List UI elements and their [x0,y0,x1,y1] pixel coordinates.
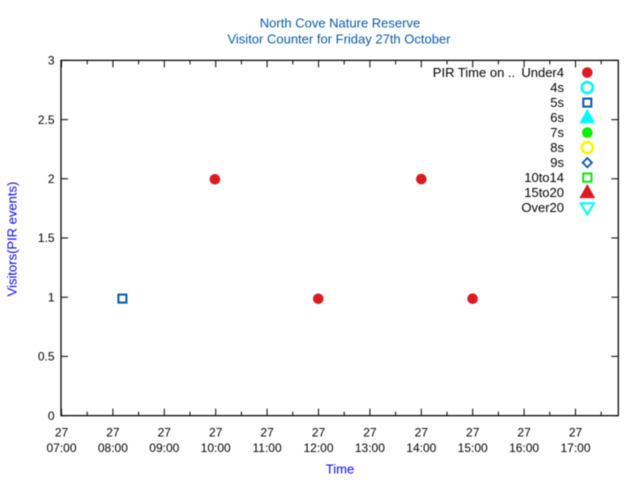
svg-text:27: 27 [260,426,274,440]
svg-text:6s: 6s [550,110,564,125]
svg-text:4s: 4s [550,80,564,95]
svg-text:15:00: 15:00 [458,441,488,455]
svg-text:Over20: Over20 [521,200,564,215]
svg-text:11:00: 11:00 [253,441,282,455]
svg-text:10to14: 10to14 [524,170,564,185]
svg-text:27: 27 [312,426,326,440]
svg-text:27: 27 [209,426,223,440]
svg-text:1: 1 [48,290,55,304]
svg-text:27: 27 [55,426,69,440]
svg-text:8s: 8s [550,140,564,155]
svg-text:15to20: 15to20 [524,185,564,200]
svg-text:12:00: 12:00 [303,441,333,455]
svg-text:10:00: 10:00 [201,441,231,455]
svg-text:27: 27 [517,426,531,440]
svg-text:27: 27 [466,426,480,440]
svg-text:5s: 5s [550,95,564,110]
svg-text:27: 27 [415,426,429,440]
svg-text:08:00: 08:00 [98,441,128,455]
svg-text:27: 27 [158,426,172,440]
svg-text:09:00: 09:00 [149,441,179,455]
svg-text:9s: 9s [550,155,564,170]
svg-text:0.5: 0.5 [38,350,55,364]
svg-text:07:00: 07:00 [46,441,76,455]
svg-text:3: 3 [48,54,55,68]
svg-text:27: 27 [569,426,583,440]
svg-text:Time: Time [326,462,354,477]
svg-text:1.5: 1.5 [38,231,55,245]
svg-text:13:00: 13:00 [355,441,385,455]
svg-text:27: 27 [363,426,377,440]
svg-text:Visitor Counter for Friday 27t: Visitor Counter for Friday 27th October [227,32,451,47]
svg-text:7s: 7s [550,125,564,140]
svg-text:2: 2 [48,172,55,186]
svg-text:0: 0 [48,409,55,423]
svg-text:17:00: 17:00 [560,441,590,455]
svg-text:27: 27 [106,426,120,440]
svg-text:Visitors(PIR events): Visitors(PIR events) [5,182,20,297]
svg-text:PIR Time on .. Under4: PIR Time on .. Under4 [433,65,564,80]
svg-text:14:00: 14:00 [406,441,436,455]
svg-text:North Cove Nature Reserve: North Cove Nature Reserve [260,16,420,31]
svg-text:16:00: 16:00 [509,441,539,455]
svg-text:2.5: 2.5 [38,113,55,127]
